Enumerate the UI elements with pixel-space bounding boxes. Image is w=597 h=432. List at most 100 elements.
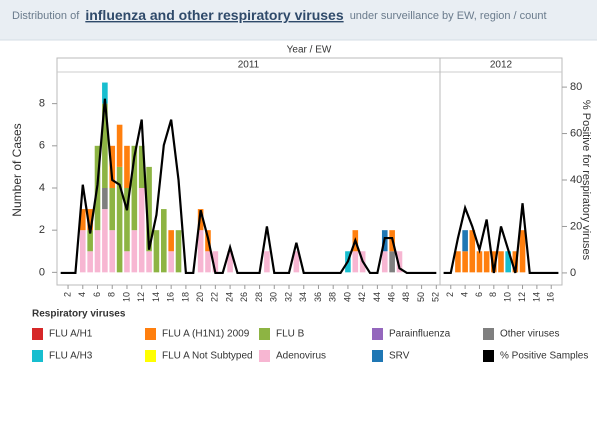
- y-tick-label: 6: [39, 140, 45, 152]
- bar: [476, 251, 483, 273]
- x-tick-label: 52: [431, 292, 441, 302]
- bar: [138, 145, 145, 188]
- bar: [498, 251, 504, 273]
- bar: [483, 251, 490, 273]
- x-tick-label: 2: [445, 292, 455, 297]
- x-tick-label: 4: [77, 292, 87, 297]
- x-tick-label: 6: [474, 292, 484, 297]
- bar: [79, 209, 86, 231]
- x-tick-label: 14: [151, 292, 161, 302]
- x-tick-label: 18: [180, 292, 190, 302]
- legend-label: Adenovirus: [276, 351, 326, 362]
- bar: [462, 251, 468, 273]
- bar: [469, 230, 476, 273]
- x-tick-label: 14: [531, 292, 541, 302]
- bar: [396, 251, 403, 273]
- title-link[interactable]: influenza and other respiratory viruses: [85, 7, 344, 23]
- bar: [79, 230, 86, 273]
- bar: [168, 230, 174, 252]
- bar: [131, 145, 138, 231]
- bar: [205, 251, 211, 273]
- x-tick-label: 36: [313, 292, 323, 302]
- bar: [197, 230, 204, 273]
- legend-swatch: [372, 328, 383, 340]
- x-tick-label: 16: [546, 292, 556, 302]
- y-axis-label: Number of Cases: [10, 123, 24, 216]
- bar: [94, 230, 101, 273]
- legend-label: Parainfluenza: [389, 329, 451, 340]
- y2-tick-label: 60: [570, 127, 582, 139]
- y2-tick-label: 40: [570, 174, 582, 186]
- title: Distribution of influenza and other resp…: [12, 7, 547, 23]
- legend-swatch: [259, 350, 270, 362]
- bar: [109, 145, 116, 188]
- legend-title: Respiratory viruses: [32, 309, 126, 320]
- y-tick-label: 4: [39, 182, 45, 194]
- bar: [175, 230, 182, 273]
- x-tick-label: 46: [387, 292, 397, 302]
- legend-label: FLU A (H1N1) 2009: [162, 329, 250, 340]
- x-tick-label: 4: [459, 292, 469, 297]
- bar: [146, 166, 152, 252]
- y-tick-label: 8: [39, 98, 45, 110]
- bar: [293, 251, 300, 273]
- x-tick-label: 40: [342, 292, 352, 302]
- bar: [87, 230, 93, 252]
- bar: [102, 209, 108, 273]
- y2-axis-label: % Positive for respiratory viruses: [580, 100, 592, 261]
- bar: [505, 251, 511, 273]
- bar: [116, 124, 123, 167]
- x-tick-label: 42: [357, 292, 367, 302]
- x-tick-label: 24: [224, 292, 234, 302]
- legend-swatch: [145, 328, 156, 340]
- bar: [87, 251, 93, 273]
- bar: [264, 251, 270, 273]
- line-series: [443, 203, 559, 275]
- bar: [116, 166, 123, 273]
- legend-label: FLU B: [276, 329, 305, 340]
- bar: [131, 230, 138, 273]
- bar: [519, 230, 526, 273]
- x-tick-label: 2: [62, 292, 72, 297]
- x-tick-label: 20: [195, 292, 205, 302]
- bar: [462, 230, 468, 252]
- legend-label: FLU A Not Subtyped: [162, 351, 253, 362]
- x-tick-label: 26: [239, 292, 249, 302]
- x-tick-label: 32: [283, 292, 293, 302]
- bar: [146, 251, 152, 273]
- legend-label: FLU A/H1: [49, 329, 93, 340]
- legend-swatch: [32, 328, 43, 340]
- bar: [124, 145, 130, 188]
- bar: [153, 230, 160, 273]
- bar: [168, 251, 174, 273]
- bar: [102, 82, 108, 104]
- legend-label: FLU A/H3: [49, 351, 93, 362]
- bar: [455, 251, 461, 273]
- plot-frame: [56, 57, 563, 286]
- x-tick-label: 28: [254, 292, 264, 302]
- bar: [138, 187, 145, 273]
- bar: [109, 187, 116, 231]
- bar: [124, 187, 130, 252]
- legend-label: % Positive Samples: [500, 351, 588, 362]
- bar: [381, 251, 388, 273]
- x-tick-label: 34: [298, 292, 308, 302]
- bar: [352, 251, 359, 273]
- x-tick-label: 48: [401, 292, 411, 302]
- panel-label: 2011: [238, 60, 260, 71]
- x-tick-label: 8: [488, 292, 498, 297]
- x-tick-label: 10: [503, 292, 513, 302]
- x-tick-label: 8: [107, 292, 117, 297]
- x-tick-label: 12: [517, 292, 527, 302]
- bar: [102, 103, 108, 188]
- bar: [512, 251, 519, 273]
- bar: [160, 209, 167, 273]
- bar: [212, 251, 219, 273]
- y-tick-label: 0: [39, 266, 45, 278]
- x-axis-label: Year / EW: [287, 45, 332, 56]
- legend-label: SRV: [389, 351, 410, 362]
- bar: [124, 251, 130, 273]
- legend-label: Other viruses: [500, 329, 559, 340]
- title-suffix: under surveillance by EW, region / count: [350, 10, 547, 22]
